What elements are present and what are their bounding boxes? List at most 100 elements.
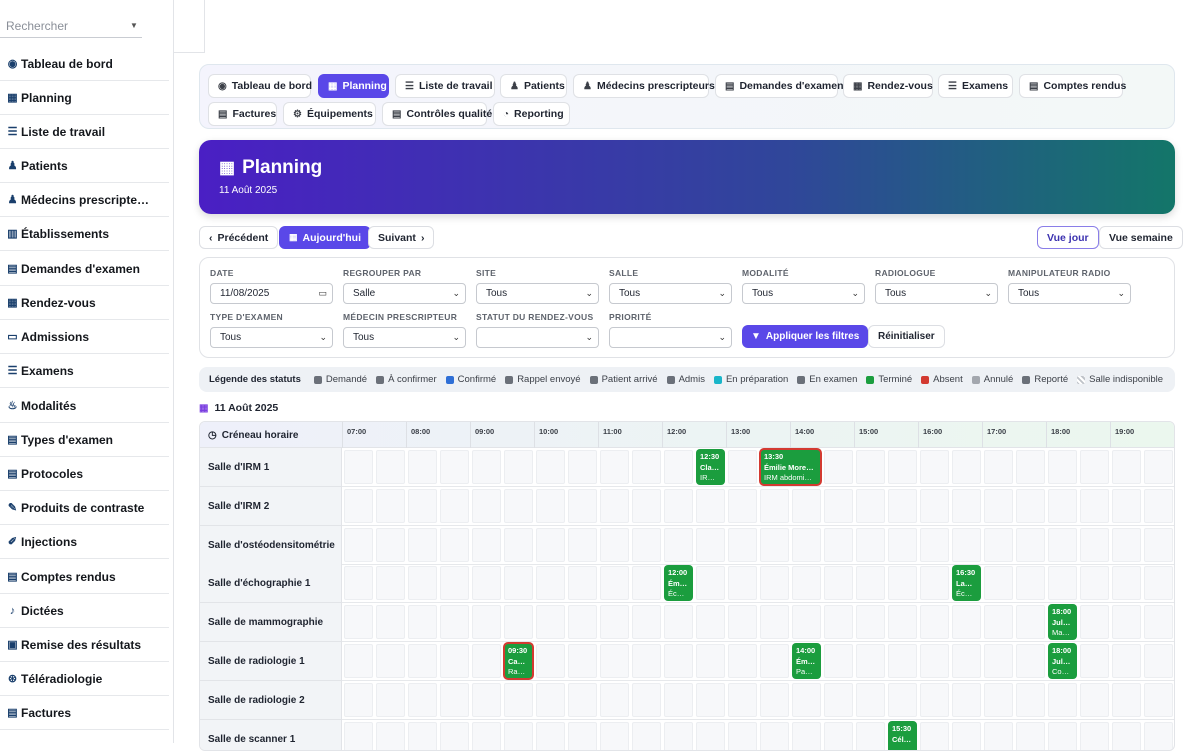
time-slot[interactable] <box>696 489 725 523</box>
time-slot[interactable] <box>824 683 853 717</box>
time-slot[interactable] <box>696 528 725 562</box>
appointment-status-select[interactable]: ⌄ <box>476 327 599 348</box>
time-slot[interactable] <box>728 528 757 562</box>
time-slot[interactable] <box>600 722 629 750</box>
day-view-button[interactable]: Vue jour <box>1037 226 1099 249</box>
time-slot[interactable] <box>504 489 533 523</box>
time-slot[interactable] <box>952 528 981 562</box>
nav-tab[interactable]: ▤ Comptes rendus <box>1019 74 1126 98</box>
time-slot[interactable] <box>664 489 693 523</box>
time-slot[interactable] <box>984 566 1013 600</box>
nav-tab[interactable]: ♟ Patients <box>500 74 567 98</box>
time-slot[interactable] <box>824 722 853 750</box>
time-slot[interactable] <box>1080 722 1109 750</box>
time-slot[interactable] <box>1112 722 1141 750</box>
time-slot[interactable] <box>472 644 501 678</box>
time-slot[interactable] <box>376 528 405 562</box>
time-slot[interactable] <box>1016 566 1045 600</box>
time-slot[interactable] <box>600 566 629 600</box>
time-slot[interactable] <box>568 489 597 523</box>
time-slot[interactable] <box>792 683 821 717</box>
modality-select[interactable]: Tous ⌄ <box>742 283 865 304</box>
time-slot[interactable] <box>600 644 629 678</box>
time-slot[interactable] <box>888 644 917 678</box>
appointment-block[interactable]: 12:30 Cla… IR… <box>696 449 725 485</box>
time-slot[interactable] <box>664 605 693 639</box>
time-slot[interactable] <box>952 722 981 750</box>
time-slot[interactable] <box>1016 450 1045 484</box>
time-slot[interactable] <box>1112 489 1141 523</box>
time-slot[interactable] <box>632 722 661 750</box>
time-slot[interactable] <box>472 722 501 750</box>
time-slot[interactable] <box>504 605 533 639</box>
sidebar-item[interactable]: ♨ Modalités <box>0 389 169 423</box>
time-slot[interactable] <box>568 605 597 639</box>
sidebar-item[interactable]: ▭ Admissions <box>0 320 169 354</box>
time-slot[interactable] <box>984 450 1013 484</box>
nav-tab[interactable]: ▤ Demandes d'examen <box>715 74 844 98</box>
time-slot[interactable] <box>632 489 661 523</box>
time-slot[interactable] <box>760 722 789 750</box>
nav-tab[interactable]: ▦ Rendez-vous <box>843 74 933 98</box>
time-slot[interactable] <box>536 605 565 639</box>
time-slot[interactable] <box>440 722 469 750</box>
time-slot[interactable] <box>504 566 533 600</box>
time-slot[interactable] <box>792 566 821 600</box>
time-slot[interactable] <box>856 722 885 750</box>
nav-tab[interactable]: ▤ Contrôles qualité <box>382 102 492 126</box>
today-button[interactable]: ▦ Aujourd'hui <box>279 226 371 249</box>
reset-filters-button[interactable]: Réinitialiser <box>868 325 945 348</box>
time-slot[interactable] <box>536 644 565 678</box>
time-slot[interactable] <box>440 566 469 600</box>
time-slot[interactable] <box>888 566 917 600</box>
time-slot[interactable] <box>1144 722 1173 750</box>
nav-tab[interactable]: ◉ Tableau de bord <box>208 74 312 98</box>
time-slot[interactable] <box>376 722 405 750</box>
sidebar-item[interactable]: ▣ Remise des résultats <box>0 628 169 662</box>
appointment-block[interactable]: 18:00 Jul… Co… <box>1048 643 1077 679</box>
time-slot[interactable] <box>728 489 757 523</box>
sidebar-item[interactable]: ▦ Rendez-vous <box>0 286 169 320</box>
time-slot[interactable] <box>1144 450 1173 484</box>
time-slot[interactable] <box>856 528 885 562</box>
time-slot[interactable] <box>344 450 373 484</box>
time-slot[interactable] <box>1112 644 1141 678</box>
time-slot[interactable] <box>536 450 565 484</box>
time-slot[interactable] <box>568 722 597 750</box>
nav-tab[interactable]: ◔ Reporting <box>493 102 570 126</box>
time-slot[interactable] <box>1080 683 1109 717</box>
time-slot[interactable] <box>344 683 373 717</box>
time-slot[interactable] <box>344 722 373 750</box>
time-slot[interactable] <box>600 528 629 562</box>
time-slot[interactable] <box>632 644 661 678</box>
appointment-block[interactable]: 12:00 Ém… Éc… <box>664 565 693 601</box>
appointment-block[interactable]: 14:00 Ém… Pa… <box>792 643 821 679</box>
time-slot[interactable] <box>1016 605 1045 639</box>
time-slot[interactable] <box>1080 528 1109 562</box>
time-slot[interactable] <box>1048 683 1077 717</box>
sidebar-item[interactable]: ▦ Planning <box>0 81 169 115</box>
time-slot[interactable] <box>920 566 949 600</box>
sidebar-item[interactable]: ⊛ Téléradiologie <box>0 662 169 696</box>
sidebar-item[interactable]: ▤ Comptes rendus <box>0 560 169 594</box>
time-slot[interactable] <box>728 644 757 678</box>
nav-tab[interactable]: ☰ Liste de travail <box>395 74 495 98</box>
sidebar-item[interactable]: ♟ Médecins prescripte… <box>0 183 169 217</box>
time-slot[interactable] <box>376 450 405 484</box>
time-slot[interactable] <box>1048 528 1077 562</box>
time-slot[interactable] <box>760 644 789 678</box>
time-slot[interactable] <box>1016 644 1045 678</box>
appointment-block[interactable]: 09:30 Ca… Ra… <box>503 642 534 680</box>
time-slot[interactable] <box>408 605 437 639</box>
time-slot[interactable] <box>920 683 949 717</box>
time-slot[interactable] <box>440 450 469 484</box>
time-slot[interactable] <box>408 489 437 523</box>
time-slot[interactable] <box>472 489 501 523</box>
time-slot[interactable] <box>664 683 693 717</box>
time-slot[interactable] <box>792 722 821 750</box>
time-slot[interactable] <box>408 528 437 562</box>
sidebar-item[interactable]: ▤ Protocoles <box>0 457 169 491</box>
time-slot[interactable] <box>344 528 373 562</box>
time-slot[interactable] <box>408 683 437 717</box>
appointment-block[interactable]: 15:30 Cél… <box>888 721 917 750</box>
